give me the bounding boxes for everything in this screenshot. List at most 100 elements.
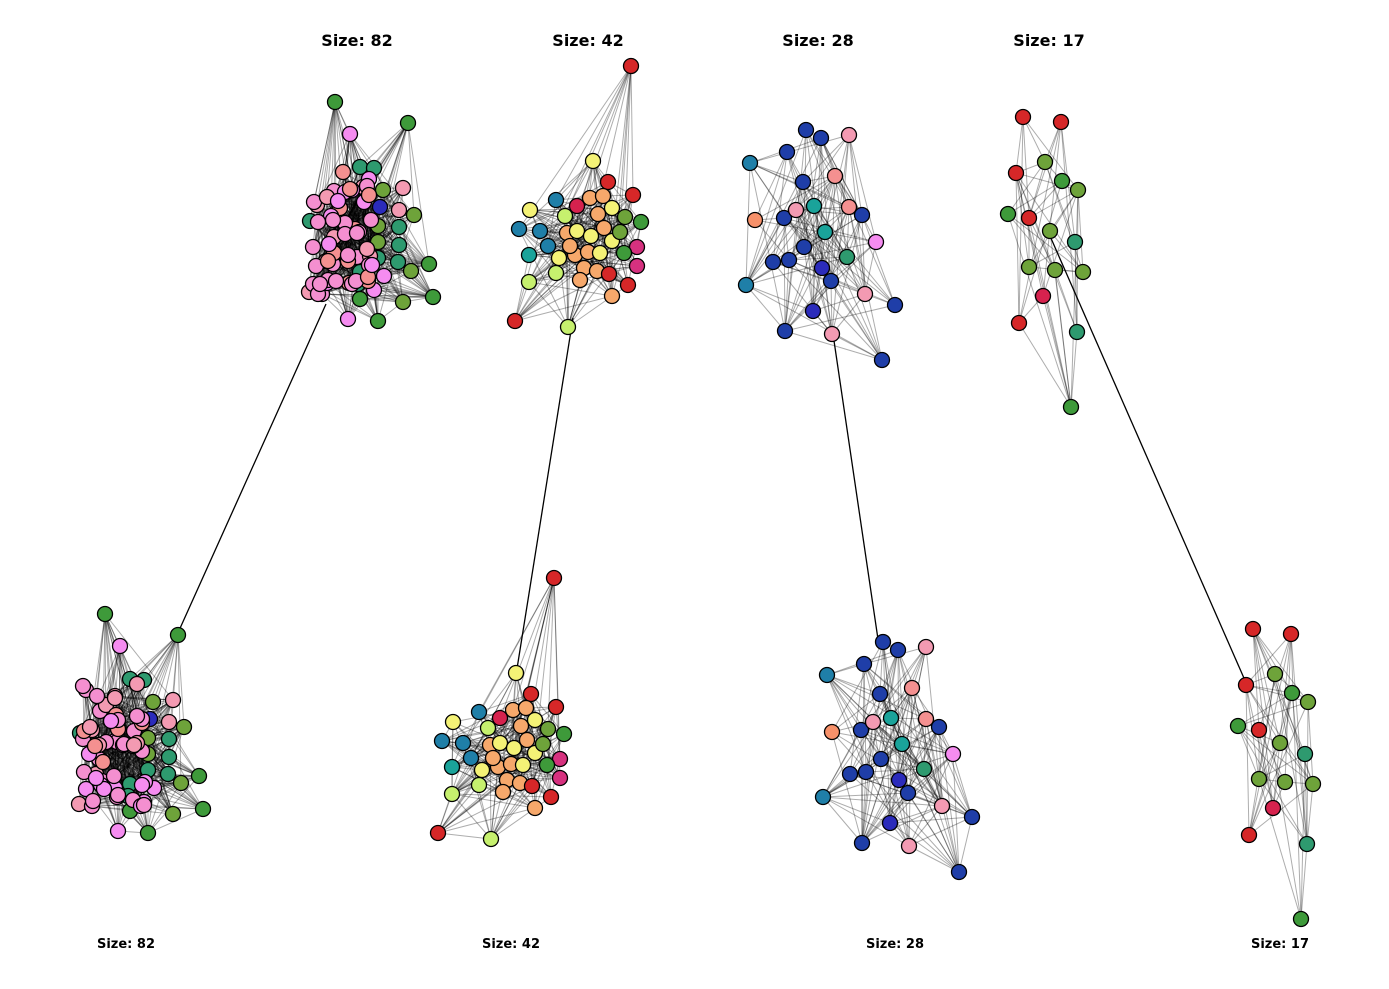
node-size-42-top — [603, 199, 621, 217]
edge-size-17-bottom — [1274, 673, 1314, 785]
node-size-82-bottom — [164, 805, 182, 823]
edge-size-17-bottom — [1258, 778, 1302, 920]
node-size-17-top — [1014, 108, 1032, 126]
node-size-42-top — [595, 219, 613, 237]
node-size-82-bottom — [128, 707, 146, 725]
node-size-42-top — [624, 186, 642, 204]
node-size-82-bottom — [172, 774, 190, 792]
edge-size-28-bottom — [831, 731, 954, 755]
edge-size-28-top — [745, 129, 807, 286]
node-size-82-top — [334, 163, 352, 181]
edge-size-82-bottom — [116, 634, 179, 743]
edge-size-42-top — [518, 65, 632, 230]
node-size-28-bottom — [855, 655, 873, 673]
edge-size-28-top — [788, 205, 815, 261]
edge-size-28-top — [795, 209, 883, 361]
node-size-82-top — [358, 240, 376, 258]
edge-size-17-bottom — [1279, 742, 1314, 785]
node-size-82-bottom — [95, 780, 113, 798]
inter-cluster-links — [176, 235, 1248, 686]
edge-size-28-top — [754, 151, 788, 221]
edge-size-28-top — [745, 151, 788, 286]
edge-size-28-bottom — [822, 792, 909, 798]
inter-cluster-link-1 — [176, 303, 327, 636]
edge-size-28-bottom — [897, 649, 943, 807]
edge-size-17-bottom — [1258, 729, 1274, 809]
edge-size-28-top — [830, 206, 850, 282]
node-size-28-top — [794, 173, 812, 191]
edge-size-28-bottom — [861, 768, 925, 844]
node-size-82-bottom — [169, 626, 187, 644]
node-size-28-bottom — [871, 685, 889, 703]
edge-size-82-top — [342, 171, 356, 230]
edge-size-28-bottom — [849, 687, 913, 775]
node-size-42-bottom — [551, 769, 569, 787]
edge-size-28-top — [783, 217, 848, 258]
edge-size-28-top — [846, 206, 850, 258]
edge-size-28-bottom — [890, 717, 943, 807]
edge-size-17-bottom — [1274, 673, 1308, 845]
node-size-82-bottom — [160, 730, 178, 748]
edge-size-17-bottom — [1237, 725, 1314, 785]
edge-size-28-top — [813, 205, 866, 295]
edge-size-28-bottom — [860, 729, 863, 844]
node-size-17-top — [1034, 287, 1052, 305]
edge-size-28-bottom — [861, 779, 900, 844]
edge-size-28-bottom — [907, 792, 960, 873]
edge-size-28-bottom — [860, 641, 884, 731]
node-size-82-top — [394, 179, 412, 197]
edge-size-17-top — [1028, 180, 1063, 219]
node-size-28-bottom — [950, 863, 968, 881]
node-size-17-bottom — [1271, 734, 1289, 752]
edge-size-17-top — [1015, 116, 1024, 174]
edge-size-42-bottom — [437, 711, 480, 834]
edge-size-28-bottom — [849, 721, 874, 775]
edge-size-28-top — [772, 261, 833, 335]
edge-size-17-bottom — [1258, 673, 1276, 780]
edge-size-42-bottom — [462, 728, 549, 744]
edge-size-42-top — [514, 254, 530, 322]
node-size-42-bottom — [462, 749, 480, 767]
node-size-82-top — [394, 293, 412, 311]
edge-size-28-bottom — [861, 771, 867, 844]
node-size-42-bottom — [505, 739, 523, 757]
edge-size-17-top — [1015, 172, 1044, 297]
node-size-28-top — [813, 259, 831, 277]
bottom-title-size-17: Size: 17 — [1251, 937, 1309, 952]
edge-size-17-top — [1074, 241, 1078, 333]
node-size-42-bottom — [470, 703, 488, 721]
edge-size-28-top — [784, 304, 896, 332]
node-size-82-top — [360, 186, 378, 204]
edge-size-82-bottom — [129, 634, 179, 680]
node-size-42-top — [550, 249, 568, 267]
edge-size-17-bottom — [1252, 628, 1281, 744]
edge-size-28-top — [803, 246, 814, 312]
edge-size-28-top — [831, 134, 850, 335]
edge-size-82-bottom — [98, 756, 170, 760]
node-size-28-bottom — [882, 709, 900, 727]
node-size-28-bottom — [872, 750, 890, 768]
node-size-28-bottom — [881, 814, 899, 832]
node-size-28-bottom — [874, 633, 892, 651]
edge-size-28-top — [861, 214, 896, 306]
edge-size-28-top — [749, 162, 804, 183]
node-size-82-top — [405, 206, 423, 224]
edge-size-17-top — [1022, 116, 1046, 163]
edge-size-17-top — [1044, 161, 1076, 243]
bottom-title-size-28: Size: 28 — [866, 937, 924, 952]
edge-size-28-bottom — [911, 687, 943, 807]
edge-size-42-bottom — [512, 577, 555, 711]
edge-size-82-bottom — [104, 613, 143, 724]
edge-size-17-bottom — [1258, 778, 1308, 845]
edge-size-28-top — [834, 175, 848, 258]
edge-size-42-bottom — [490, 785, 533, 840]
node-size-82-top — [339, 246, 357, 264]
edge-size-42-top — [528, 235, 592, 256]
edge-size-17-bottom — [1252, 628, 1274, 809]
edge-size-17-top — [1007, 213, 1056, 271]
edge-size-82-top — [334, 101, 379, 259]
node-size-82-bottom — [96, 605, 114, 623]
edge-size-28-top — [802, 181, 823, 269]
node-size-42-top — [584, 152, 602, 170]
edge-size-42-top — [539, 160, 594, 232]
